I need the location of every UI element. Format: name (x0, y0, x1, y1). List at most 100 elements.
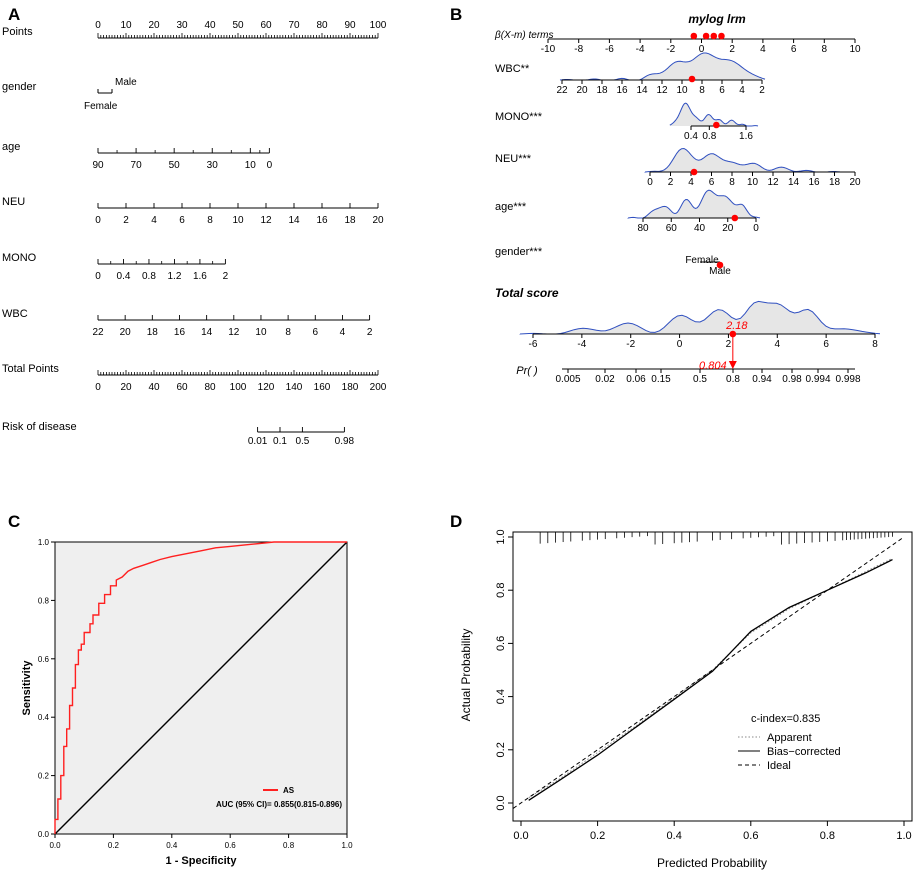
tick-label: 200 (370, 382, 387, 393)
gender-point (716, 261, 724, 269)
y-tick-label: 0.0 (495, 795, 507, 810)
tick-label: 2 (223, 271, 229, 282)
x-tick-label: 0.8 (820, 830, 835, 842)
neu-point (690, 168, 698, 176)
tick-label: 4 (340, 327, 346, 338)
tick-label: 40 (148, 382, 160, 393)
neu-density-fill (645, 148, 840, 172)
probability-label: Pr( ) (516, 365, 538, 377)
mono-density (669, 102, 759, 127)
panel-label-c: C (8, 512, 20, 531)
tick-label: 0.8 (726, 374, 740, 385)
tick-label: 18 (344, 215, 356, 226)
row-label: Risk of disease (2, 421, 77, 433)
tick-label: 10 (245, 160, 257, 171)
tick-label: 160 (314, 382, 331, 393)
tick-label: 12 (228, 327, 240, 338)
x-tick-label: 0.4 (166, 841, 178, 850)
panel-label-b: B (450, 5, 462, 24)
legend-label: Ideal (767, 760, 791, 772)
tick-label: 10 (849, 44, 861, 55)
tick-label: 20 (120, 327, 132, 338)
tick-label: 100 (230, 382, 247, 393)
wbc-point (688, 75, 696, 83)
y-tick-label: 0.8 (495, 583, 507, 598)
tick-label: 0 (267, 160, 273, 171)
y-tick-label: 0.6 (38, 655, 50, 664)
tick-label: 18 (147, 327, 159, 338)
tick-label: 80 (637, 223, 649, 234)
tick-label: 0.15 (651, 374, 671, 385)
nomogram-row-age: age 90 70 50 30 10 0 (2, 141, 273, 171)
tick-label: 16 (616, 85, 628, 96)
total-score-label: Total score (495, 286, 559, 300)
tick-label: 4 (775, 339, 781, 350)
tick-label: 0 (95, 271, 101, 282)
tick-label: 100 (370, 20, 387, 31)
tick-label: 2 (759, 85, 765, 96)
tick-label: Male (115, 77, 137, 88)
tick-label: 120 (258, 382, 275, 393)
x-tick-label: 0.0 (513, 830, 528, 842)
tick-label: 0 (753, 223, 759, 234)
tick-label: 20 (120, 382, 132, 393)
y-tick-label: 1.0 (495, 529, 507, 544)
tick-label: Female (84, 101, 118, 112)
age-point (731, 214, 739, 222)
tick-label: 70 (131, 160, 143, 171)
tick-label: 20 (372, 215, 384, 226)
y-tick-label: 0.2 (38, 772, 50, 781)
nomogram-row-gender: gender Female Male (2, 77, 137, 112)
y-tick-label: 0.4 (38, 713, 50, 722)
tick-label: 14 (788, 177, 800, 188)
tick-label: 0 (95, 20, 101, 31)
tick-label: -8 (574, 44, 583, 55)
tick-label: 0.94 (752, 374, 772, 385)
tick-label: 2 (668, 177, 674, 188)
tick-label: 0 (95, 382, 101, 393)
plot-area (512, 531, 913, 822)
tick-label: 0.8 (142, 271, 156, 282)
tick-label: 30 (207, 160, 219, 171)
mono-point (713, 121, 720, 129)
tick-label: 40 (694, 223, 706, 234)
tick-label: 10 (747, 177, 759, 188)
nomogram-row-wbc: WBC 22 20 18 16 14 12 10 8 6 4 2 (2, 308, 373, 338)
tick-label: 12 (260, 215, 272, 226)
series-bias-corrected (528, 559, 893, 801)
tick-label: 18 (596, 85, 608, 96)
panel-d-calibration-curve: D 0.0 0.2 0.4 0.6 0.8 1.0 0.0 0.2 0.4 0.6 0.8 1.0 Pre… (450, 512, 913, 870)
x-axis-label: 1 - Specificity (166, 855, 238, 867)
nomogram-row-points: Points 0 10 20 30 40 50 60 70 80 90 100 (2, 20, 387, 39)
tick-label: 2 (726, 339, 732, 350)
tick-label: 2 (729, 44, 735, 55)
tick-label: 16 (316, 215, 328, 226)
x-tick-label: 0.4 (667, 830, 682, 842)
tick-label: -6 (605, 44, 614, 55)
x-tick-label: 0.2 (590, 830, 605, 842)
tick-label: 140 (286, 382, 303, 393)
tick-label: 0.06 (626, 374, 646, 385)
tick-label: 6 (791, 44, 797, 55)
y-tick-label: 0.8 (38, 596, 50, 605)
nomogram-row-mono: MONO 0 0.4 0.8 1.2 1.6 2 (2, 252, 229, 282)
row-label: age (2, 141, 20, 153)
tick-label: 40 (204, 20, 216, 31)
total-point-label: 2.18 (725, 320, 748, 332)
y-axis-label: Actual Probability (459, 629, 473, 722)
beta-point (718, 32, 725, 40)
reference-line (54, 541, 348, 835)
roc-curve-as (54, 541, 347, 834)
nomogram-row-neu: NEU 0 2 4 6 8 10 12 14 16 18 20 (2, 196, 384, 226)
tick-label: 8 (207, 215, 213, 226)
tick-label: 16 (808, 177, 820, 188)
tick-label: 30 (176, 20, 188, 31)
variable-label: age*** (495, 201, 527, 213)
y-axis-label: Sensitivity (21, 660, 33, 716)
tick-label: 10 (255, 327, 267, 338)
row-label: MONO (2, 252, 37, 264)
tick-label: -4 (577, 339, 586, 350)
tick-label: 0.02 (595, 374, 615, 385)
tick-label: 20 (849, 177, 861, 188)
